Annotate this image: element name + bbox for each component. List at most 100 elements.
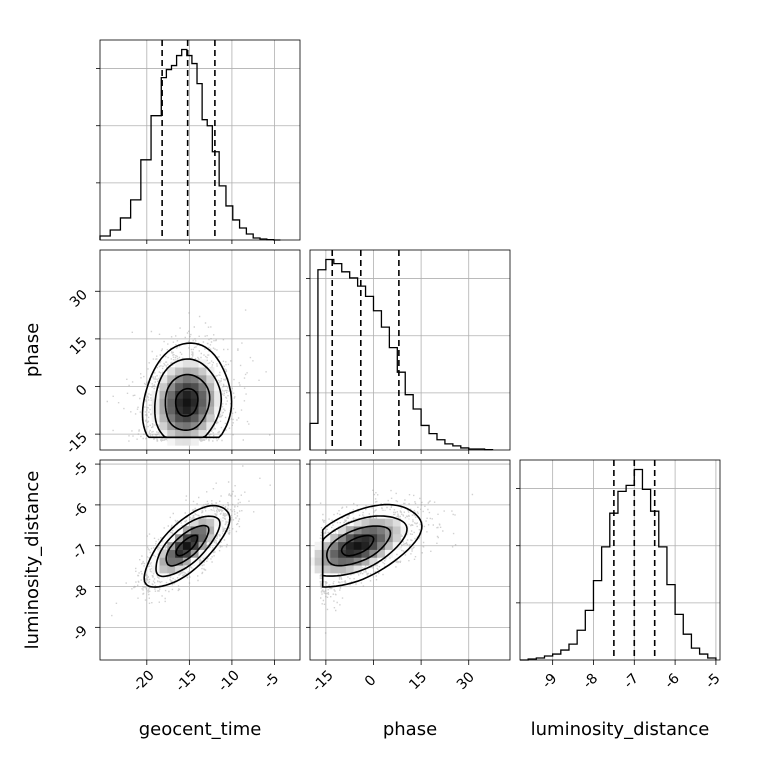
density-cell	[175, 359, 184, 368]
density-cell	[175, 390, 184, 399]
density-phase_vs_geocent_time	[106, 309, 271, 446]
density-cell	[167, 406, 176, 415]
density-cell	[190, 437, 199, 446]
density-cell	[167, 367, 176, 376]
density-cell	[369, 526, 378, 535]
density-cell	[175, 429, 184, 438]
density-cell	[198, 533, 207, 543]
density-cell	[159, 375, 168, 384]
density-cell	[190, 390, 199, 399]
density-cell	[353, 541, 362, 550]
density-cell	[392, 533, 401, 543]
density-cell	[159, 414, 168, 423]
density-cell	[206, 510, 215, 519]
density-cell	[369, 541, 378, 550]
density-cell	[322, 573, 331, 582]
density-cell	[330, 533, 339, 543]
density-cell	[377, 533, 386, 543]
density-cell	[167, 429, 176, 438]
density-cell	[353, 565, 362, 574]
ytick-label-luminosity_distance: -8	[70, 582, 91, 603]
panel-frame-phase-phase	[309, 249, 511, 451]
ytick-label-phase: 0	[73, 382, 91, 400]
density-cell	[198, 541, 207, 550]
xtick-label-luminosity_distance: -8	[580, 671, 601, 692]
density-cell	[214, 382, 223, 391]
density-cell	[338, 557, 347, 566]
panel-frame-luminosity_distance-luminosity_distance	[519, 459, 721, 661]
density-cell	[159, 390, 168, 399]
density-cell	[190, 533, 199, 543]
density-cell	[167, 375, 176, 384]
density-luminosity_distance_vs_phase	[310, 489, 474, 634]
density-cell	[159, 549, 168, 558]
density-cell	[198, 526, 207, 535]
density-cell	[377, 518, 386, 527]
density-cell	[198, 414, 207, 423]
density-cell	[159, 382, 168, 391]
density-cell	[322, 541, 331, 550]
ytick-label-luminosity_distance: -6	[70, 500, 91, 521]
histogram-luminosity_distance	[520, 468, 717, 661]
density-cell	[330, 565, 339, 574]
density-cell	[175, 382, 184, 391]
panel-frame-phase-geocent_time	[99, 249, 301, 451]
density-cell	[384, 541, 394, 550]
panel-frame-geocent_time-geocent_time	[99, 39, 301, 241]
contour-luminosity_distance_vs_phase-0	[340, 534, 375, 557]
density-cell	[190, 382, 199, 391]
panel-bg-1-1	[310, 250, 510, 450]
density-cell	[314, 541, 323, 550]
density-cell	[151, 557, 160, 566]
density-cell	[345, 557, 355, 566]
density-cell	[345, 533, 355, 543]
xtick-label-geocent_time: -5	[261, 671, 282, 692]
xlabel-luminosity_distance: luminosity_distance	[531, 719, 710, 740]
density-cell	[198, 382, 207, 391]
density-cell	[182, 437, 192, 446]
density-cell	[322, 533, 331, 543]
density-cell	[175, 437, 184, 446]
density-cell	[377, 549, 386, 558]
density-cell	[206, 421, 215, 431]
density-cell	[159, 557, 168, 566]
density-cell	[361, 518, 370, 527]
density-cell	[206, 390, 215, 399]
xtick-label-geocent_time: -15	[173, 667, 200, 694]
density-cell	[182, 421, 192, 431]
density-cell	[198, 398, 207, 407]
density-cell	[190, 367, 199, 376]
ytick-label-phase: 30	[67, 287, 91, 311]
density-cell	[377, 526, 386, 535]
density-cell	[314, 549, 323, 558]
density-cell	[384, 518, 394, 527]
histogram-phase	[309, 258, 494, 451]
density-cell	[369, 549, 378, 558]
density-cell	[330, 541, 339, 550]
density-cell	[198, 421, 207, 431]
panel-bg-2-0	[100, 460, 300, 660]
density-cell	[338, 526, 347, 535]
density-cell	[206, 398, 215, 407]
density-cell	[159, 421, 168, 431]
density-cell	[345, 526, 355, 535]
density-cell	[206, 414, 215, 423]
density-cell	[182, 390, 192, 399]
histogram-geocent_time	[99, 48, 281, 241]
density-cell	[314, 565, 323, 574]
density-cell	[384, 510, 394, 519]
density-cell	[206, 533, 215, 543]
density-cell	[361, 549, 370, 558]
ylabel-phase: phase	[22, 323, 43, 377]
density-cell	[159, 565, 168, 574]
density-luminosity_distance_vs_geocent_time	[111, 465, 276, 617]
density-cell	[353, 518, 362, 527]
density-cell	[190, 518, 199, 527]
density-cell	[206, 375, 215, 384]
xlabel-phase: phase	[383, 719, 437, 740]
ylabel-luminosity_distance: luminosity_distance	[22, 471, 43, 650]
xtick-label-luminosity_distance: -7	[621, 671, 642, 692]
density-cell	[198, 367, 207, 376]
density-cell	[206, 406, 215, 415]
density-cell	[206, 526, 215, 535]
